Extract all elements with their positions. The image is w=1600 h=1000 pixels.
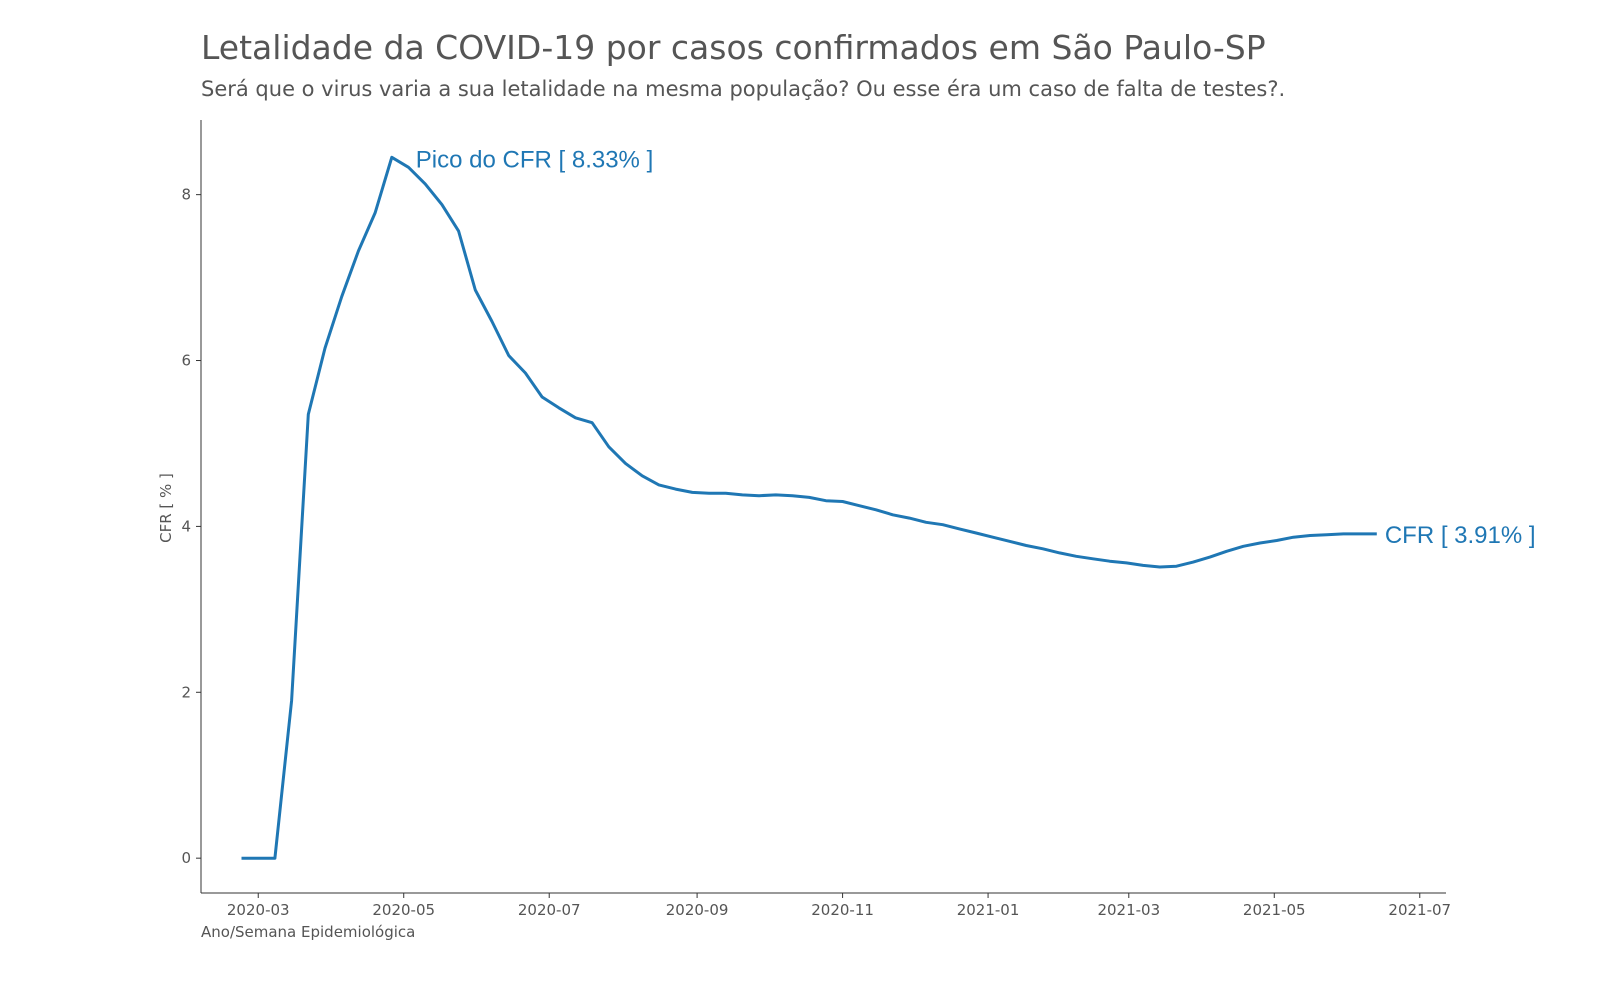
y-tick-label: 6 xyxy=(181,352,191,370)
peak-annotation: Pico do CFR [ 8.33% ] xyxy=(416,146,653,173)
x-tick-label: 2020-11 xyxy=(811,901,874,919)
y-tick-label: 4 xyxy=(181,517,191,535)
x-tick-label: 2021-01 xyxy=(957,901,1020,919)
x-tick-label: 2021-05 xyxy=(1243,901,1306,919)
y-tick-label: 8 xyxy=(181,186,191,204)
y-tick-label: 2 xyxy=(181,683,191,701)
x-tick-label: 2020-03 xyxy=(227,901,290,919)
x-tick-label: 2021-03 xyxy=(1097,901,1160,919)
chart-title: Letalidade da COVID-19 por casos confirm… xyxy=(201,28,1266,67)
x-tick-label: 2020-07 xyxy=(518,901,581,919)
x-tick-label: 2020-05 xyxy=(372,901,435,919)
x-tick-label: 2021-07 xyxy=(1388,901,1451,919)
y-tick-label: 0 xyxy=(181,849,191,867)
y-axis-label: CFR [ % ] xyxy=(157,473,175,543)
x-axis-label: Ano/Semana Epidemiológica xyxy=(201,923,415,941)
x-tick-label: 2020-09 xyxy=(666,901,729,919)
cfr-series-line xyxy=(241,155,1377,860)
last-value-annotation: CFR [ 3.91% ] xyxy=(1385,522,1536,549)
chart-subtitle: Será que o virus varia a sua letalidade … xyxy=(201,77,1286,101)
